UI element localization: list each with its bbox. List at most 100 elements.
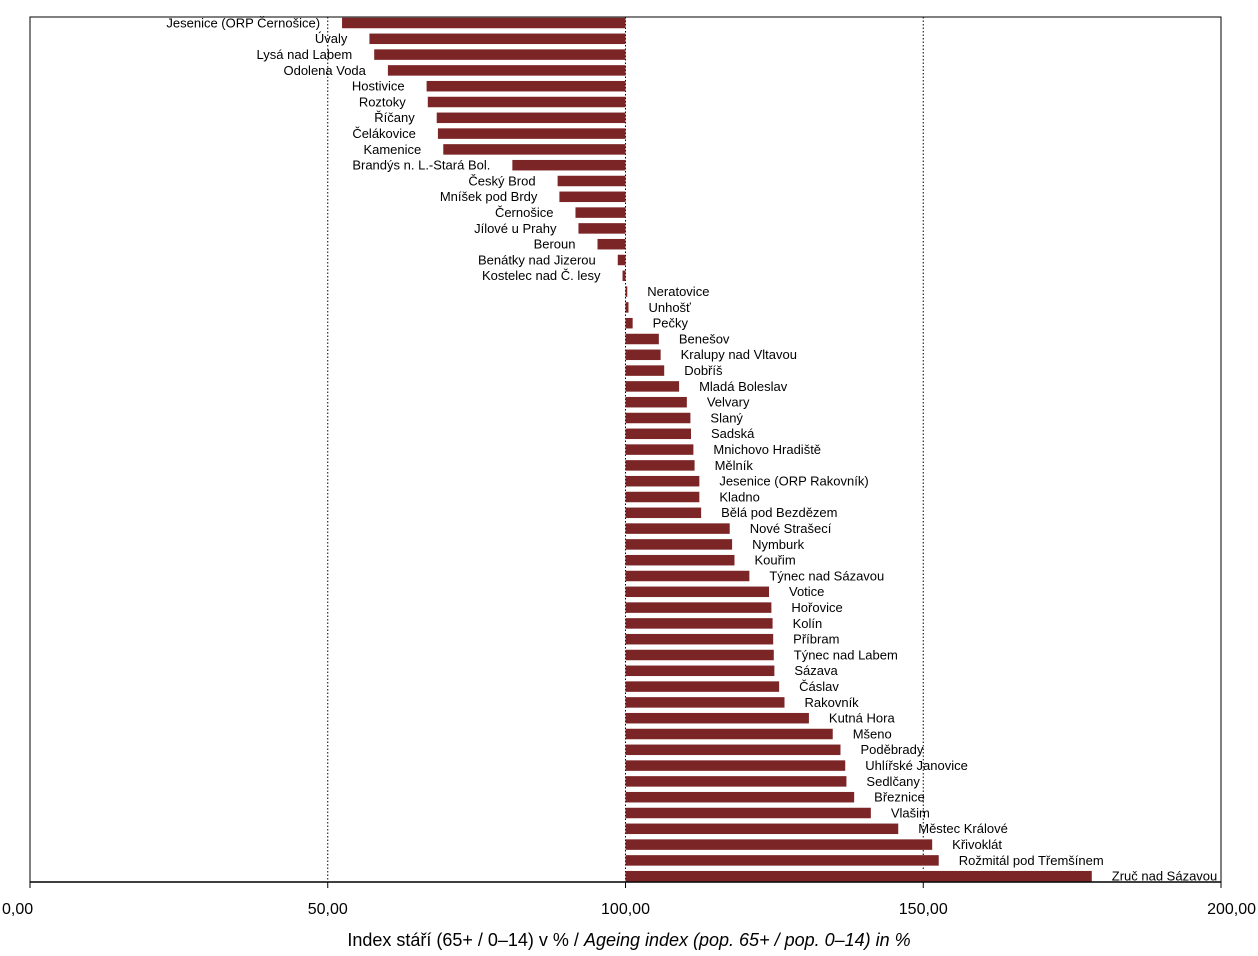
bar-label: Pečky bbox=[653, 316, 689, 331]
x-tick-label: 50,00 bbox=[308, 901, 348, 918]
bar-label: Benešov bbox=[679, 331, 730, 346]
bar bbox=[575, 207, 626, 218]
x-tick-label: 200,00 bbox=[1207, 901, 1256, 918]
bar-label: Týnec nad Labem bbox=[794, 647, 898, 662]
bar bbox=[625, 507, 702, 519]
bar bbox=[625, 412, 691, 424]
bar-label: Sázava bbox=[794, 663, 838, 678]
bar-label: Úvaly bbox=[315, 31, 348, 46]
bar-label: Roztoky bbox=[359, 94, 406, 109]
bar-label: Černošice bbox=[495, 205, 554, 220]
x-axis-title: Index stáří (65+ / 0–14) v % / Ageing in… bbox=[0, 930, 1258, 951]
bar-label: Městec Králové bbox=[918, 821, 1008, 836]
bar bbox=[427, 96, 626, 108]
bar bbox=[625, 760, 846, 771]
bar-label: Zruč nad Sázavou bbox=[1112, 869, 1218, 884]
bar-label: Křivoklát bbox=[952, 837, 1002, 852]
bar-label: Kladno bbox=[719, 489, 759, 504]
bar-label: Brandýs n. L.-Stará Bol. bbox=[352, 158, 490, 173]
x-axis-ticks: 0,00 50,00 100,00 150,00 200,00 bbox=[2, 882, 1256, 918]
bar bbox=[625, 365, 665, 376]
bar-label: Odolena Voda bbox=[283, 63, 366, 78]
bar-label: Poděbrady bbox=[860, 742, 923, 757]
bar-label: Nové Strašecí bbox=[750, 521, 832, 536]
bar bbox=[625, 791, 855, 803]
bar bbox=[437, 128, 626, 139]
bar-label: Týnec nad Sázavou bbox=[769, 568, 884, 583]
bar-label: Příbram bbox=[793, 632, 839, 647]
bar-label: Uhlířské Janovice bbox=[865, 758, 968, 773]
bar-label: Kolín bbox=[793, 616, 823, 631]
bar bbox=[625, 349, 661, 361]
bar bbox=[597, 238, 626, 250]
bar bbox=[625, 728, 833, 740]
bar bbox=[559, 191, 626, 203]
x-tick-label: 100,00 bbox=[601, 901, 650, 918]
bar bbox=[625, 618, 773, 629]
bar-label: Velvary bbox=[707, 395, 750, 410]
bar bbox=[625, 839, 933, 850]
bar-label: Hostivice bbox=[352, 79, 405, 94]
x-axis-title-english: Ageing index (pop. 65+ / pop. 0–14) in % bbox=[583, 930, 911, 950]
bar bbox=[625, 602, 772, 613]
bar bbox=[436, 112, 626, 124]
bar bbox=[625, 475, 700, 487]
bar bbox=[625, 570, 750, 582]
bars bbox=[342, 17, 1092, 882]
bar-label: Březnice bbox=[874, 790, 925, 805]
bar-label: Rakovník bbox=[804, 695, 859, 710]
bar-label: Bělá pod Bezdězem bbox=[721, 505, 837, 520]
bar bbox=[625, 286, 628, 297]
bar bbox=[625, 523, 730, 534]
bar-label: Český Brod bbox=[468, 173, 535, 188]
bar bbox=[625, 333, 659, 345]
bar bbox=[625, 776, 847, 787]
bar bbox=[625, 539, 733, 550]
bar bbox=[625, 665, 775, 677]
bar-label: Mladá Boleslav bbox=[699, 379, 788, 394]
bar-label: Rožmitál pod Třemšínem bbox=[959, 853, 1104, 868]
bar-label: Mnichovo Hradiště bbox=[713, 442, 821, 457]
bar bbox=[625, 697, 785, 708]
bar-label: Čáslav bbox=[799, 679, 839, 694]
bar bbox=[625, 712, 809, 724]
bar bbox=[622, 270, 626, 282]
bar-label: Votice bbox=[789, 584, 824, 599]
bar-label: Dobříš bbox=[684, 363, 723, 378]
bar-label: Vlašim bbox=[891, 805, 930, 820]
bar bbox=[625, 855, 939, 866]
bar bbox=[625, 428, 692, 440]
bar-label: Unhošť bbox=[648, 300, 691, 315]
bar-label: Kutná Hora bbox=[829, 711, 896, 726]
bar bbox=[625, 554, 735, 566]
bar bbox=[625, 317, 633, 329]
bar-label: Neratovice bbox=[647, 284, 709, 299]
bar bbox=[625, 586, 770, 598]
bar-label: Sedlčany bbox=[866, 774, 920, 789]
bar bbox=[625, 460, 695, 471]
bar bbox=[369, 33, 626, 45]
bar bbox=[625, 381, 680, 392]
bar-label: Kouřim bbox=[754, 553, 795, 568]
bar-label: Čelákovice bbox=[352, 126, 416, 141]
bar-label: Slaný bbox=[710, 410, 743, 425]
bar-label: Mšeno bbox=[853, 726, 892, 741]
bar bbox=[625, 396, 687, 408]
bar-label: Sadská bbox=[711, 426, 755, 441]
bar bbox=[625, 681, 780, 692]
bar bbox=[625, 649, 774, 661]
bar-label: Mníšek pod Brdy bbox=[440, 189, 538, 204]
bar-label: Kamenice bbox=[363, 142, 421, 157]
bar bbox=[443, 144, 626, 155]
x-tick-label: 150,00 bbox=[899, 901, 948, 918]
bar-label: Beroun bbox=[534, 237, 576, 252]
bar bbox=[374, 49, 626, 60]
bar bbox=[625, 870, 1092, 882]
bar bbox=[342, 17, 626, 29]
bar bbox=[625, 302, 629, 313]
bar bbox=[625, 633, 774, 645]
bar bbox=[625, 491, 700, 503]
bar-label: Kostelec nad Č. lesy bbox=[482, 268, 601, 283]
